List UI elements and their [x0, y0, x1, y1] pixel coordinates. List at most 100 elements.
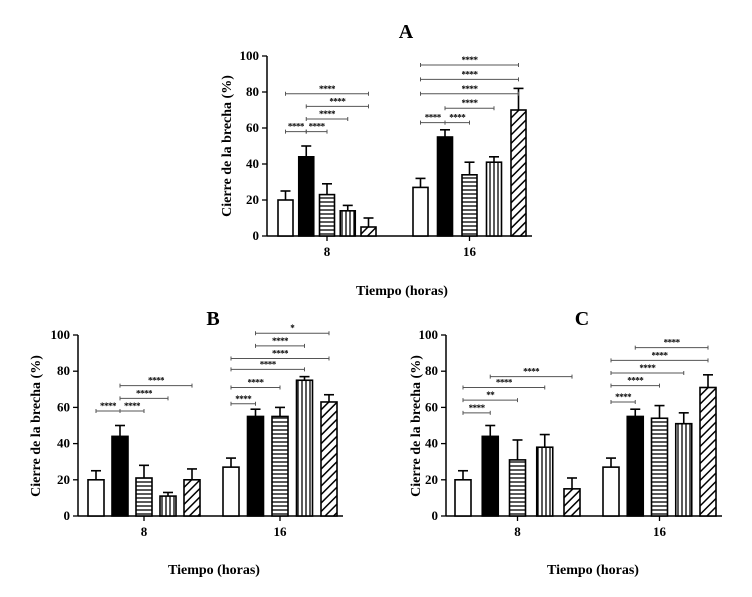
panel-b-bar	[246, 415, 265, 517]
panel-a-sig-label: ****	[462, 55, 479, 65]
panel-b-sig-label: ****	[235, 394, 252, 404]
panel-c-sig-label: ****	[664, 338, 681, 348]
panel-a-bar	[297, 156, 315, 237]
panel-c: C Cierre de la brecha (%) Tiempo (horas)…	[409, 308, 722, 578]
panel-b-bar	[159, 495, 177, 517]
panel-c-bar	[674, 422, 693, 517]
panel-a-sig-label: ****	[462, 84, 479, 94]
panel-c-title: C	[575, 308, 589, 330]
panel-a-sig-label: ****	[462, 69, 479, 79]
panel-b-ytick-label: 20	[57, 472, 70, 487]
panel-b-bar	[271, 415, 289, 517]
panel-b-sig-label: ****	[272, 336, 289, 346]
panel-a-ytick-label: 80	[246, 84, 259, 99]
panel-c-ytick-label: 100	[419, 327, 439, 342]
panel-b-sig-label: ****	[148, 376, 165, 386]
panel-a-bar	[461, 174, 478, 237]
panel-c-bar	[699, 386, 717, 517]
panel-a-title: A	[399, 21, 414, 43]
panel-b-title: B	[206, 308, 219, 330]
panel-a-ytick-label: 100	[240, 48, 260, 63]
panel-b-sig-label: ****	[248, 377, 265, 387]
panel-c-bar	[481, 435, 500, 517]
panel-a-bar	[339, 210, 357, 237]
panel-b-sig-label: ****	[136, 388, 153, 398]
panel-b: B Cierre de la brecha (%) Tiempo (horas)…	[29, 308, 343, 578]
panel-a-ytick-label: 20	[246, 192, 259, 207]
panel-a-bar	[436, 136, 454, 237]
panel-c-xlabel: Tiempo (horas)	[547, 563, 639, 578]
panel-c-ytick-label: 20	[425, 472, 438, 487]
panel-b-bar	[183, 478, 201, 517]
panel-a-bar	[360, 226, 377, 237]
panel-b-bar	[222, 466, 240, 517]
panel-a-xtick-label: 8	[324, 244, 331, 259]
panel-c-bar	[602, 466, 620, 517]
panel-c-bar	[454, 478, 472, 517]
panel-a-bar	[485, 161, 503, 237]
panel-c-sig-label: ****	[523, 367, 540, 377]
panel-b-bar	[320, 401, 338, 517]
panel-a-sig-label: ****	[329, 96, 346, 106]
panel-a-ytick-label: 60	[246, 120, 259, 135]
panel-c-xtick-label: 8	[514, 524, 521, 539]
panel-a-bar	[412, 186, 429, 237]
panel-c-sig-label: ****	[652, 350, 669, 360]
panel-c-xtick-label: 16	[653, 524, 667, 539]
panel-c-sig-label: ****	[469, 403, 486, 413]
panel-c-ytick-label: 60	[425, 399, 438, 414]
panel-a-sig-label: ****	[425, 113, 442, 123]
panel-a-sig-label: ****	[288, 122, 305, 132]
panel-c-ytick-label: 80	[425, 363, 438, 378]
panel-b-bar	[87, 478, 105, 517]
panel-c-sig-label: ****	[496, 377, 513, 387]
panel-c-bar	[563, 488, 581, 517]
panel-c-bar	[650, 417, 669, 517]
panel-a-sig-label: ****	[319, 109, 336, 119]
panel-b-bar	[111, 435, 129, 517]
panel-a-bar	[277, 199, 294, 237]
panel-b-ytick-label: 60	[57, 399, 70, 414]
panel-a-ytick-label: 40	[246, 156, 259, 171]
panel-b-sig-label: ****	[272, 349, 289, 359]
panel-b-bar	[135, 477, 153, 517]
panel-a-ytick-label: 0	[253, 228, 260, 243]
panel-a-ylabel: Cierre de la brecha (%)	[220, 75, 235, 217]
panel-b-ytick-label: 100	[51, 327, 71, 342]
panel-c-sig-label: ****	[615, 392, 632, 402]
panel-b-bar	[295, 379, 314, 517]
panel-b-sig-label: ****	[260, 359, 277, 369]
panel-a-sig-label: ****	[449, 113, 466, 123]
panel-b-xlabel: Tiempo (horas)	[168, 563, 260, 578]
panel-b-sig-label: *	[290, 323, 295, 333]
panel-c-ylabel: Cierre de la brecha (%)	[409, 355, 424, 497]
panel-a-sig-label: ****	[462, 98, 479, 108]
panel-b-ytick-label: 40	[57, 436, 70, 451]
panel-a-plot: 0 20 40 60 80 100 8 16 **** **** **** **** **** **** *…	[240, 48, 532, 259]
panel-b-xtick-label: 8	[141, 524, 148, 539]
panel-b-xtick-label: 16	[274, 524, 288, 539]
panel-b-ytick-label: 80	[57, 363, 70, 378]
panel-c-sig-label: ****	[639, 363, 656, 373]
panel-c-bar	[508, 459, 527, 517]
panel-b-sig-label: ****	[100, 401, 117, 411]
panel-a-xlabel: Tiempo (horas)	[356, 284, 448, 299]
panel-b-ytick-label: 0	[64, 508, 71, 523]
panel-c-bar	[535, 446, 554, 517]
panel-c-sig-label: **	[486, 390, 495, 400]
panel-a-bar	[510, 109, 527, 237]
panel-a-xtick-label: 16	[463, 244, 477, 259]
panel-c-ytick-label: 0	[432, 508, 439, 523]
panel-b-ylabel: Cierre de la brecha (%)	[29, 355, 44, 497]
panel-a-bar	[318, 193, 336, 237]
panel-a-sig-label: ****	[319, 84, 336, 94]
panel-c-sig-label: ****	[627, 376, 644, 386]
panel-a: A Cierre de la brecha (%) Tiempo (horas)…	[220, 21, 532, 299]
panel-b-sig-label: ****	[124, 401, 141, 411]
panel-c-ytick-label: 40	[425, 436, 438, 451]
panel-a-sig-label: ****	[309, 122, 326, 132]
panel-c-bar	[626, 415, 645, 517]
